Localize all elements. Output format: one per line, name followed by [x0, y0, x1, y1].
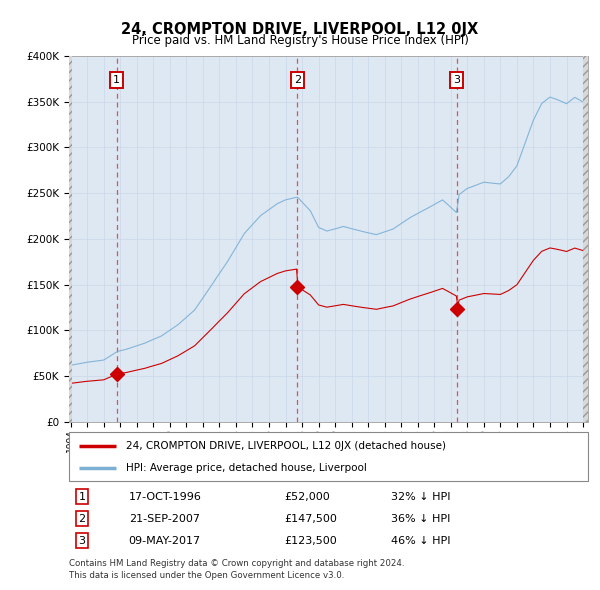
- Text: £123,500: £123,500: [284, 536, 337, 546]
- Bar: [69, 56, 72, 422]
- Text: HPI: Average price, detached house, Liverpool: HPI: Average price, detached house, Live…: [126, 463, 367, 473]
- Text: 36% ↓ HPI: 36% ↓ HPI: [391, 514, 450, 523]
- Text: 21-SEP-2007: 21-SEP-2007: [128, 514, 200, 523]
- Text: 1: 1: [79, 491, 85, 502]
- Text: 24, CROMPTON DRIVE, LIVERPOOL, L12 0JX (detached house): 24, CROMPTON DRIVE, LIVERPOOL, L12 0JX (…: [126, 441, 446, 451]
- Text: 3: 3: [79, 536, 85, 546]
- Text: 2: 2: [79, 514, 86, 523]
- Text: 24, CROMPTON DRIVE, LIVERPOOL, L12 0JX: 24, CROMPTON DRIVE, LIVERPOOL, L12 0JX: [121, 22, 479, 37]
- Text: 09-MAY-2017: 09-MAY-2017: [128, 536, 201, 546]
- Text: 46% ↓ HPI: 46% ↓ HPI: [391, 536, 450, 546]
- Text: Price paid vs. HM Land Registry's House Price Index (HPI): Price paid vs. HM Land Registry's House …: [131, 34, 469, 47]
- Text: £52,000: £52,000: [284, 491, 330, 502]
- Text: 17-OCT-1996: 17-OCT-1996: [128, 491, 202, 502]
- FancyBboxPatch shape: [69, 432, 588, 481]
- Text: 32% ↓ HPI: 32% ↓ HPI: [391, 491, 450, 502]
- Text: £147,500: £147,500: [284, 514, 337, 523]
- Bar: [583, 56, 588, 422]
- Text: This data is licensed under the Open Government Licence v3.0.: This data is licensed under the Open Gov…: [69, 571, 344, 579]
- Text: 1: 1: [113, 75, 120, 85]
- Text: 3: 3: [453, 75, 460, 85]
- Text: 2: 2: [294, 75, 301, 85]
- Text: Contains HM Land Registry data © Crown copyright and database right 2024.: Contains HM Land Registry data © Crown c…: [69, 559, 404, 568]
